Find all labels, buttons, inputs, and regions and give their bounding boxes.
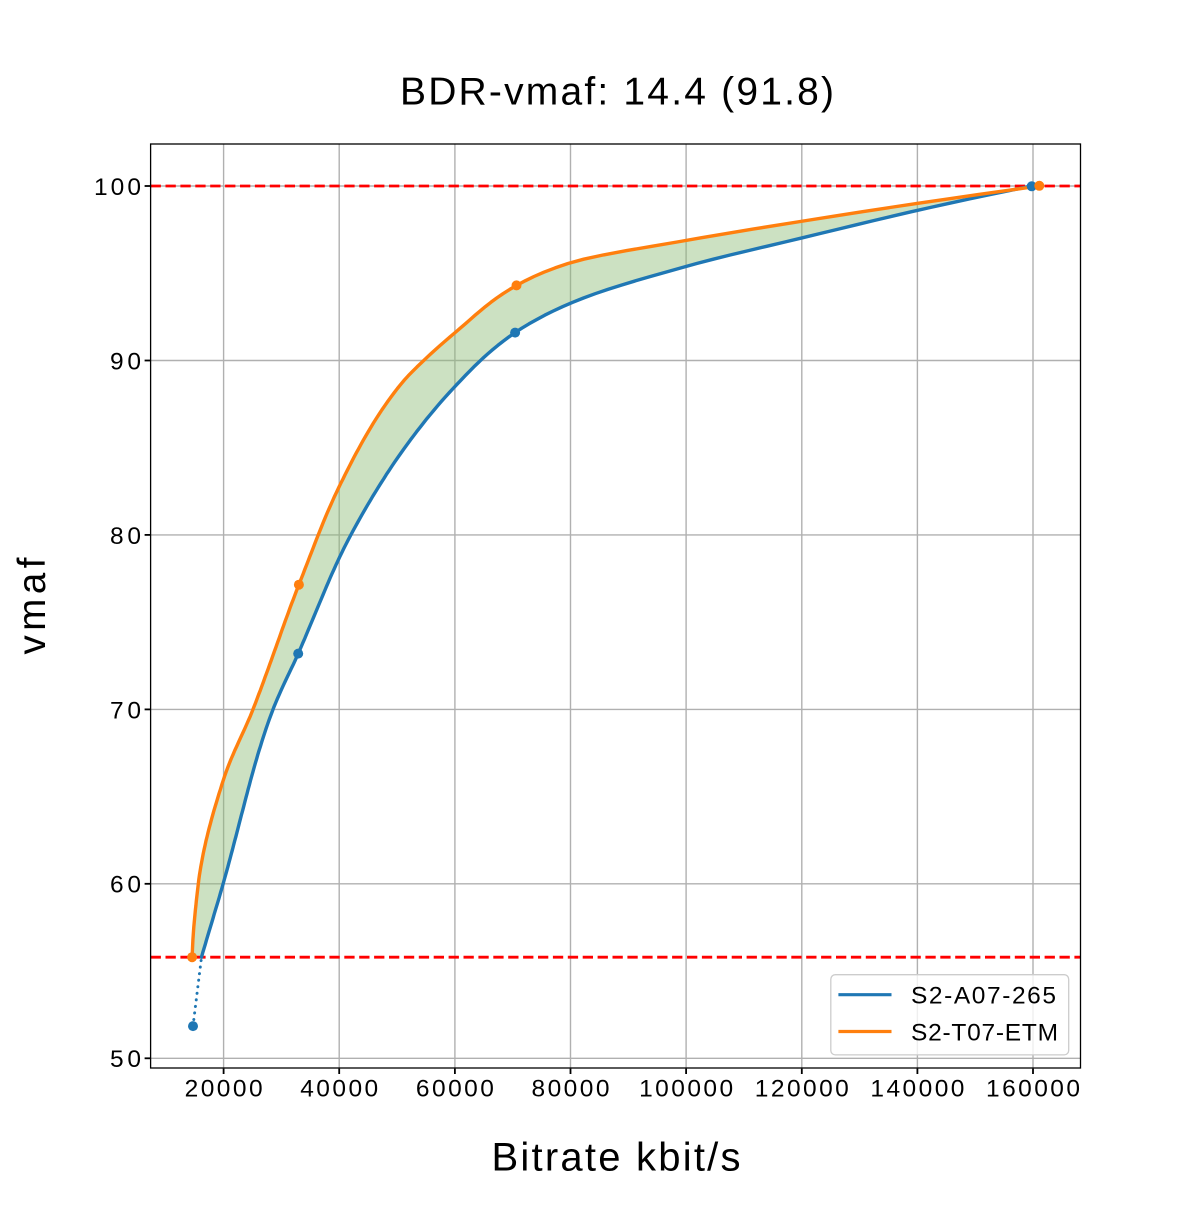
- svg-text:80000: 80000: [532, 1075, 610, 1102]
- svg-text:S2-T07-ETM: S2-T07-ETM: [911, 1019, 1058, 1046]
- svg-text:vmaf: vmaf: [11, 557, 54, 654]
- svg-text:40000: 40000: [300, 1075, 378, 1102]
- svg-text:60000: 60000: [416, 1075, 494, 1102]
- svg-text:20000: 20000: [185, 1075, 263, 1102]
- svg-text:S2-A07-265: S2-A07-265: [911, 983, 1056, 1010]
- svg-text:100: 100: [94, 174, 141, 201]
- svg-text:BDR-vmaf: 14.4 (91.8): BDR-vmaf: 14.4 (91.8): [400, 71, 834, 114]
- svg-text:Bitrate kbit/s: Bitrate kbit/s: [492, 1136, 741, 1180]
